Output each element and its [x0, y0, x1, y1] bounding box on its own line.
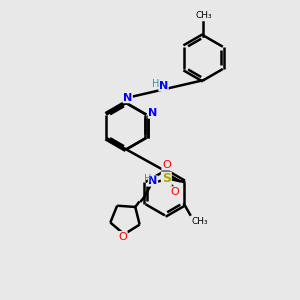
- Text: N: N: [123, 93, 132, 103]
- Text: O: O: [118, 232, 127, 242]
- Text: H: H: [152, 79, 159, 89]
- Text: CH₃: CH₃: [192, 217, 208, 226]
- Text: N: N: [148, 108, 158, 118]
- Text: N: N: [148, 176, 158, 186]
- Text: O: O: [171, 187, 180, 197]
- Text: O: O: [162, 160, 171, 170]
- Text: H: H: [144, 174, 151, 184]
- Text: N: N: [148, 108, 158, 118]
- Text: N: N: [123, 93, 132, 103]
- Text: N: N: [159, 81, 168, 91]
- Text: S: S: [162, 172, 171, 185]
- Text: CH₃: CH₃: [195, 11, 212, 20]
